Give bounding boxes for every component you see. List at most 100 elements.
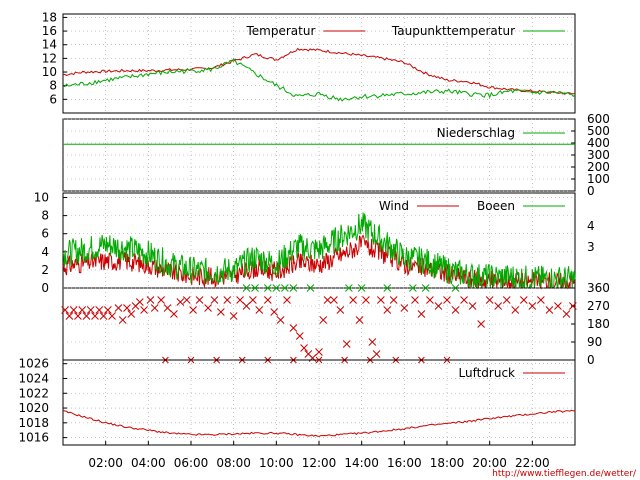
direction-marker-1 (170, 310, 178, 318)
temperature-legend-label: Taupunkttemperatur (391, 24, 515, 38)
direction-marker-1 (300, 344, 308, 352)
direction-marker-1 (372, 350, 381, 358)
precipitation-tick-label: 100 (587, 172, 610, 186)
direction-marker-1 (451, 306, 460, 314)
direction-tick-label: 270 (587, 299, 610, 313)
temperature-legend-label: Temperatur (245, 24, 315, 38)
direction-marker-1 (95, 306, 104, 314)
temperature-tick-label: 6 (49, 92, 57, 106)
wind-legend-label: Boeen (477, 199, 515, 213)
direction-marker-1 (434, 302, 443, 310)
direction-marker-1 (477, 320, 485, 328)
direction-marker-1 (537, 296, 545, 304)
footer-credit[interactable]: http://www.tiefflegen.de/wetter/ (492, 469, 637, 479)
direction-marker-1 (61, 306, 69, 314)
pressure-tick-label: 1022 (18, 386, 49, 400)
direction-marker-1 (99, 312, 108, 320)
x-tick-label: 18:00 (430, 456, 465, 470)
wind-right-tick-label: 4 (587, 219, 595, 233)
direction-marker-1 (485, 296, 494, 304)
direction-marker-1 (135, 298, 144, 306)
direction-marker-1 (289, 324, 298, 332)
direction-marker-1 (426, 296, 434, 304)
direction-marker-1 (362, 296, 370, 304)
direction-marker-1 (355, 316, 364, 324)
direction-marker-1 (562, 310, 571, 318)
direction-marker-2 (409, 284, 417, 292)
precipitation-tick-label: 200 (587, 160, 610, 174)
direction-marker-1 (118, 316, 127, 324)
precipitation-tick-label: 0 (587, 184, 595, 198)
wind-tick-label: 4 (41, 245, 49, 259)
direction-tick-label: 0 (587, 353, 595, 367)
pressure-tick-label: 1024 (18, 371, 49, 385)
direction-marker-1 (91, 312, 99, 320)
x-tick-label: 22:00 (515, 456, 550, 470)
temperature-series-2 (62, 58, 576, 102)
direction-marker-2 (451, 284, 460, 292)
direction-marker-1 (127, 310, 136, 318)
direction-marker-1 (554, 302, 562, 310)
wind-series-2 (62, 212, 576, 290)
direction-marker-1 (519, 296, 528, 304)
direction-marker-1 (443, 296, 451, 304)
x-tick-label: 20:00 (472, 456, 507, 470)
direction-marker-1 (283, 296, 291, 304)
direction-marker-1 (502, 296, 511, 304)
temperature-tick-label: 12 (42, 51, 57, 65)
direction-marker-1 (210, 296, 219, 304)
direction-marker-1 (223, 296, 232, 304)
x-tick-label: 02:00 (88, 456, 123, 470)
direction-marker-1 (411, 296, 419, 304)
pressure-tick-label: 1016 (18, 431, 49, 445)
direction-tick-label: 90 (587, 335, 602, 349)
direction-marker-1 (103, 306, 112, 314)
direction-marker-1 (114, 304, 123, 312)
pressure-tick-label: 1026 (18, 357, 49, 371)
x-tick-label: 12:00 (302, 456, 337, 470)
direction-marker-1 (270, 308, 279, 316)
direction-marker-1 (74, 312, 82, 320)
direction-marker-2 (357, 284, 366, 292)
direction-marker-1 (86, 306, 95, 314)
direction-marker-1 (182, 296, 191, 304)
direction-marker-1 (108, 312, 116, 320)
direction-marker-1 (383, 306, 392, 314)
direction-marker-2 (272, 284, 281, 292)
direction-marker-1 (323, 296, 332, 304)
x-tick-label: 06:00 (174, 456, 209, 470)
temperature-tick-label: 10 (42, 65, 57, 79)
direction-marker-1 (123, 304, 131, 312)
direction-marker-1 (195, 296, 204, 304)
direction-marker-1 (389, 296, 398, 304)
direction-tick-label: 180 (587, 317, 610, 331)
direction-marker-1 (236, 296, 244, 304)
wind-right-tick-label: 3 (587, 240, 595, 254)
direction-marker-1 (494, 302, 503, 310)
direction-marker-1 (157, 296, 165, 304)
direction-marker-1 (569, 302, 577, 310)
direction-marker-2 (345, 284, 353, 292)
direction-marker-1 (82, 312, 91, 320)
direction-marker-1 (468, 302, 477, 310)
direction-marker-1 (69, 306, 78, 314)
precipitation-tick-label: 400 (587, 136, 610, 150)
direction-marker-1 (176, 298, 185, 306)
direction-marker-1 (295, 332, 304, 340)
precipitation-tick-label: 600 (587, 112, 610, 126)
direction-marker-1 (511, 306, 520, 314)
x-tick-label: 08:00 (216, 456, 251, 470)
direction-marker-2 (421, 284, 430, 292)
chart-panels: 681012141618TaupunkttemperaturTemperatur… (18, 10, 609, 470)
direction-marker-1 (78, 306, 87, 314)
direction-marker-1 (65, 312, 74, 320)
direction-tick-label: 360 (587, 281, 610, 295)
wind-tick-label: 2 (41, 263, 49, 277)
direction-marker-1 (229, 312, 238, 320)
direction-marker-2 (242, 284, 251, 292)
direction-marker-1 (163, 304, 172, 312)
direction-marker-1 (400, 304, 409, 312)
direction-marker-1 (140, 306, 148, 314)
direction-marker-1 (217, 308, 225, 316)
